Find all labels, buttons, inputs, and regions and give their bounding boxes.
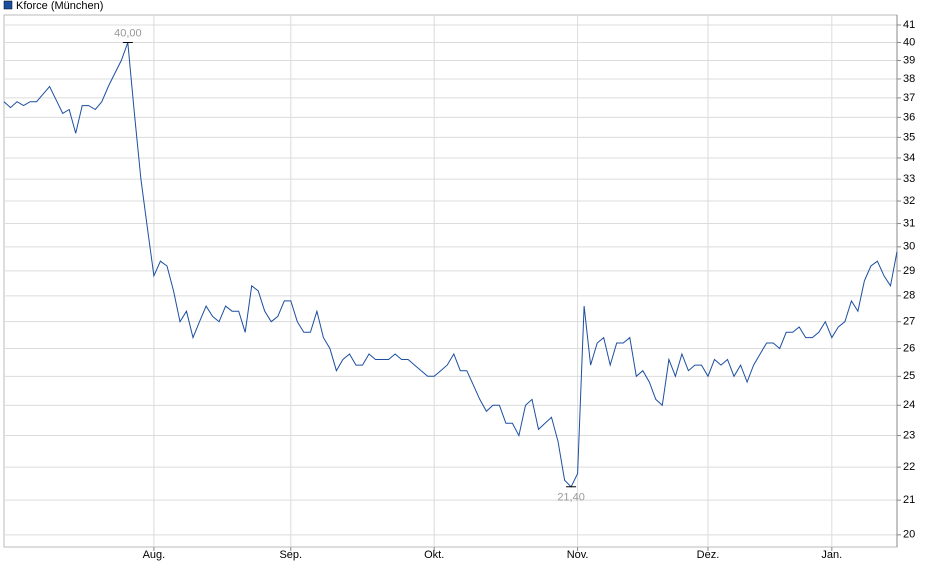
y-tick-label: 37 — [903, 92, 915, 104]
value-label: 40,00 — [114, 27, 142, 39]
y-tick-label: 27 — [903, 316, 915, 328]
y-tick-label: 32 — [903, 195, 915, 207]
y-tick-label: 30 — [903, 241, 915, 253]
y-tick-label: 39 — [903, 54, 915, 66]
legend-swatch — [3, 0, 13, 10]
x-tick-label: Jan. — [821, 549, 842, 561]
value-label: 21,40 — [557, 492, 585, 504]
legend-label: Kforce (München) — [16, 0, 103, 12]
y-tick-label: 22 — [903, 461, 915, 473]
y-tick-label: 33 — [903, 173, 915, 185]
y-tick-label: 36 — [903, 111, 915, 123]
y-tick-label: 34 — [903, 152, 915, 164]
y-tick-label: 40 — [903, 36, 915, 48]
x-tick-label: Nov. — [567, 549, 589, 561]
y-tick-label: 41 — [903, 19, 915, 31]
x-tick-label: Dez. — [697, 549, 720, 561]
y-tick-label: 35 — [903, 131, 915, 143]
y-tick-label: 26 — [903, 342, 915, 354]
y-tick-label: 29 — [903, 265, 915, 277]
y-tick-label: 23 — [903, 429, 915, 441]
y-tick-label: 38 — [903, 73, 915, 85]
y-tick-label: 28 — [903, 290, 915, 302]
x-tick-label: Sep. — [279, 549, 302, 561]
y-tick-label: 20 — [903, 529, 915, 541]
y-tick-label: 25 — [903, 370, 915, 382]
x-tick-label: Okt. — [424, 549, 444, 561]
y-tick-label: 21 — [903, 494, 915, 506]
price-line — [3, 42, 898, 488]
y-tick-label: 31 — [903, 217, 915, 229]
x-tick-label: Aug. — [143, 549, 166, 561]
y-tick-label: 24 — [903, 399, 915, 411]
